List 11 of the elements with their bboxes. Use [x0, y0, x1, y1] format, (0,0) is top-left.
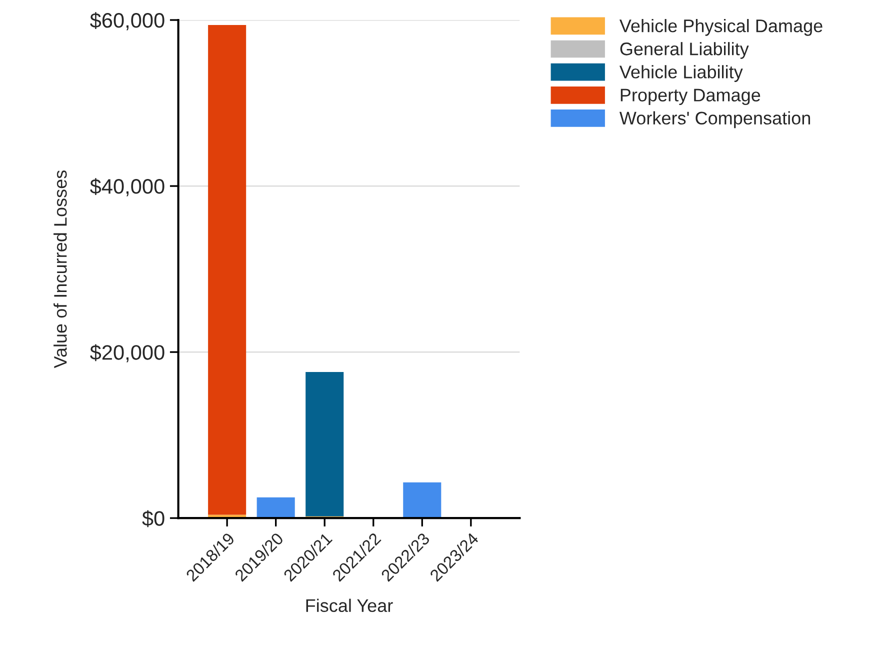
legend-label: Vehicle Physical Damage [619, 19, 822, 36]
y-tick-label: $60,000 [90, 12, 164, 30]
y-axis-title: Value of Incurred Losses [54, 170, 67, 368]
legend-label: Workers' Compensation [619, 111, 810, 128]
y-tick-label: $0 [142, 510, 164, 528]
legend-label: Property Damage [620, 88, 760, 106]
legend-label: General Liability [620, 42, 749, 59]
x-axis-title: Fiscal Year [306, 598, 393, 612]
legend-label: Vehicle Liability [619, 65, 743, 82]
y-tick-label: $40,000 [90, 178, 164, 196]
y-tick-label: $20,000 [90, 344, 164, 362]
